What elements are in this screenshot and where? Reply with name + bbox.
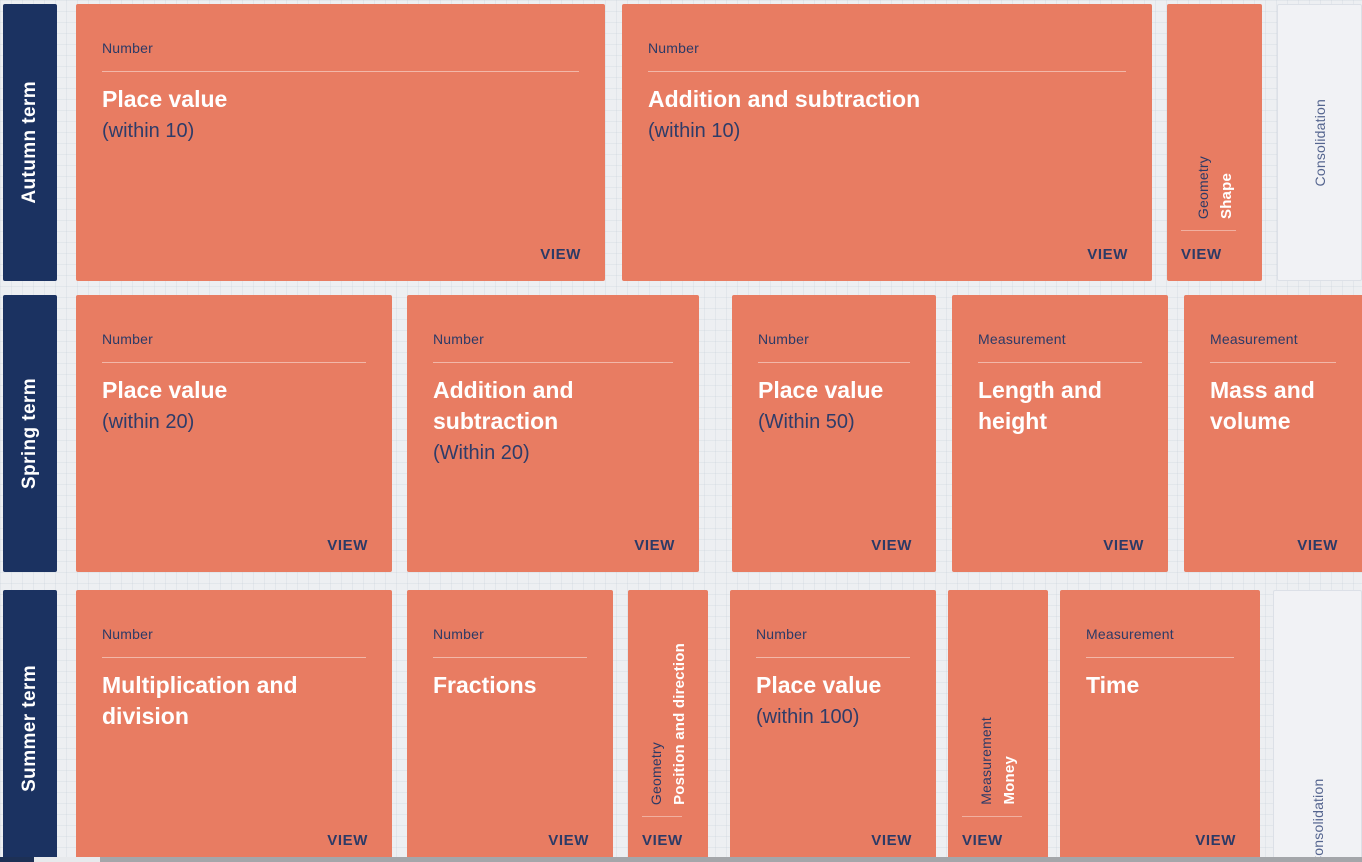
- card-title: Place value: [756, 672, 882, 698]
- card-title: Addition and subtraction: [648, 86, 921, 112]
- category-label: Number: [648, 40, 699, 56]
- card-subtitle: (Within 50): [758, 411, 855, 433]
- card-place-value-within-100[interactable]: Number Place value (within 100) VIEW: [730, 590, 936, 862]
- category-label: Measurement: [978, 717, 994, 805]
- rotated-text-block: Geometry Position and direction: [628, 643, 708, 805]
- divider: [1181, 230, 1236, 231]
- card-subtitle: (within 10): [102, 120, 195, 142]
- card-subtitle: (Within 20): [433, 442, 530, 464]
- consolidation-label: Consolidation: [1309, 778, 1326, 862]
- card-title: Addition and subtraction: [433, 377, 574, 434]
- card-title: Time: [1086, 672, 1140, 698]
- scrollbar-left-cap: [0, 857, 34, 862]
- category-label: Number: [756, 626, 807, 642]
- horizontal-scrollbar[interactable]: [0, 857, 1362, 862]
- view-button[interactable]: VIEW: [540, 246, 581, 263]
- card-geometry-shape[interactable]: Geometry Shape VIEW: [1167, 4, 1262, 281]
- consolidation-card: Consolidation: [1273, 590, 1362, 862]
- category-label: Number: [433, 626, 484, 642]
- divider: [758, 362, 910, 363]
- view-button[interactable]: VIEW: [871, 832, 912, 849]
- divider: [648, 71, 1126, 72]
- card-multiplication-and-division[interactable]: Number Multiplication and division VIEW: [76, 590, 392, 862]
- divider: [756, 657, 910, 658]
- divider: [642, 816, 682, 817]
- card-subtitle: (within 20): [102, 411, 195, 433]
- divider: [102, 362, 366, 363]
- card-title: Length and height: [978, 377, 1102, 434]
- term-label: Spring term: [19, 377, 40, 490]
- view-button[interactable]: VIEW: [1195, 832, 1236, 849]
- consolidation-label: Consolidation: [1311, 98, 1328, 187]
- term-rail-autumn: Autumn term: [3, 4, 57, 281]
- card-title: Position and direction: [671, 643, 688, 805]
- card-title: Place value: [102, 86, 228, 112]
- divider: [433, 362, 673, 363]
- card-addition-subtraction-within-10[interactable]: Number Addition and subtraction (within …: [622, 4, 1152, 281]
- category-label: Number: [102, 40, 153, 56]
- category-label: Measurement: [978, 331, 1066, 347]
- view-button[interactable]: VIEW: [871, 537, 912, 554]
- category-label: Number: [102, 331, 153, 347]
- view-button[interactable]: VIEW: [327, 537, 368, 554]
- term-rail-summer: Summer term: [3, 590, 57, 862]
- category-label: Number: [758, 331, 809, 347]
- category-label: Geometry: [648, 741, 664, 805]
- card-length-and-height[interactable]: Measurement Length and height VIEW: [952, 295, 1168, 572]
- card-title: Fractions: [433, 672, 537, 698]
- card-place-value-within-50[interactable]: Number Place value (Within 50) VIEW: [732, 295, 936, 572]
- view-button[interactable]: VIEW: [1181, 246, 1222, 263]
- term-label: Autumn term: [19, 81, 40, 204]
- view-button[interactable]: VIEW: [1103, 537, 1144, 554]
- divider: [978, 362, 1142, 363]
- consolidation-card: Consolidation: [1277, 4, 1362, 281]
- view-button[interactable]: VIEW: [962, 832, 1003, 849]
- term-label: Summer term: [19, 665, 40, 792]
- divider: [1210, 362, 1336, 363]
- category-label: Number: [433, 331, 484, 347]
- card-title: Money: [1001, 756, 1018, 805]
- view-button[interactable]: VIEW: [634, 537, 675, 554]
- card-place-value-within-20[interactable]: Number Place value (within 20) VIEW: [76, 295, 392, 572]
- card-addition-subtraction-within-20[interactable]: Number Addition and subtraction (Within …: [407, 295, 699, 572]
- category-label: Geometry: [1194, 155, 1211, 219]
- divider: [962, 816, 1022, 817]
- view-button[interactable]: VIEW: [548, 832, 589, 849]
- category-label: Measurement: [1086, 626, 1174, 642]
- divider: [1086, 657, 1234, 658]
- card-subtitle: (within 100): [756, 706, 860, 728]
- card-money[interactable]: Measurement Money VIEW: [948, 590, 1048, 862]
- card-title: Multiplication and division: [102, 672, 298, 729]
- view-button[interactable]: VIEW: [327, 832, 368, 849]
- rotated-text-block: Geometry Shape: [1167, 156, 1262, 219]
- card-mass-and-volume[interactable]: Measurement Mass and volume VIEW: [1184, 295, 1362, 572]
- category-label: Number: [102, 626, 153, 642]
- term-rail-spring: Spring term: [3, 295, 57, 572]
- card-position-and-direction[interactable]: Geometry Position and direction VIEW: [628, 590, 708, 862]
- card-title: Shape: [1217, 172, 1235, 219]
- divider: [102, 71, 579, 72]
- card-fractions[interactable]: Number Fractions VIEW: [407, 590, 613, 862]
- card-time[interactable]: Measurement Time VIEW: [1060, 590, 1260, 862]
- divider: [433, 657, 587, 658]
- card-title: Mass and volume: [1210, 377, 1315, 434]
- divider: [102, 657, 366, 658]
- scrollbar-thumb[interactable]: [100, 857, 1362, 862]
- card-subtitle: (within 10): [648, 120, 741, 142]
- category-label: Measurement: [1210, 331, 1298, 347]
- view-button[interactable]: VIEW: [1297, 537, 1338, 554]
- card-place-value-within-10[interactable]: Number Place value (within 10) VIEW: [76, 4, 605, 281]
- card-title: Place value: [758, 377, 884, 403]
- view-button[interactable]: VIEW: [1087, 246, 1128, 263]
- view-button[interactable]: VIEW: [642, 832, 683, 849]
- rotated-text-block: Measurement Money: [948, 717, 1048, 805]
- card-title: Place value: [102, 377, 228, 403]
